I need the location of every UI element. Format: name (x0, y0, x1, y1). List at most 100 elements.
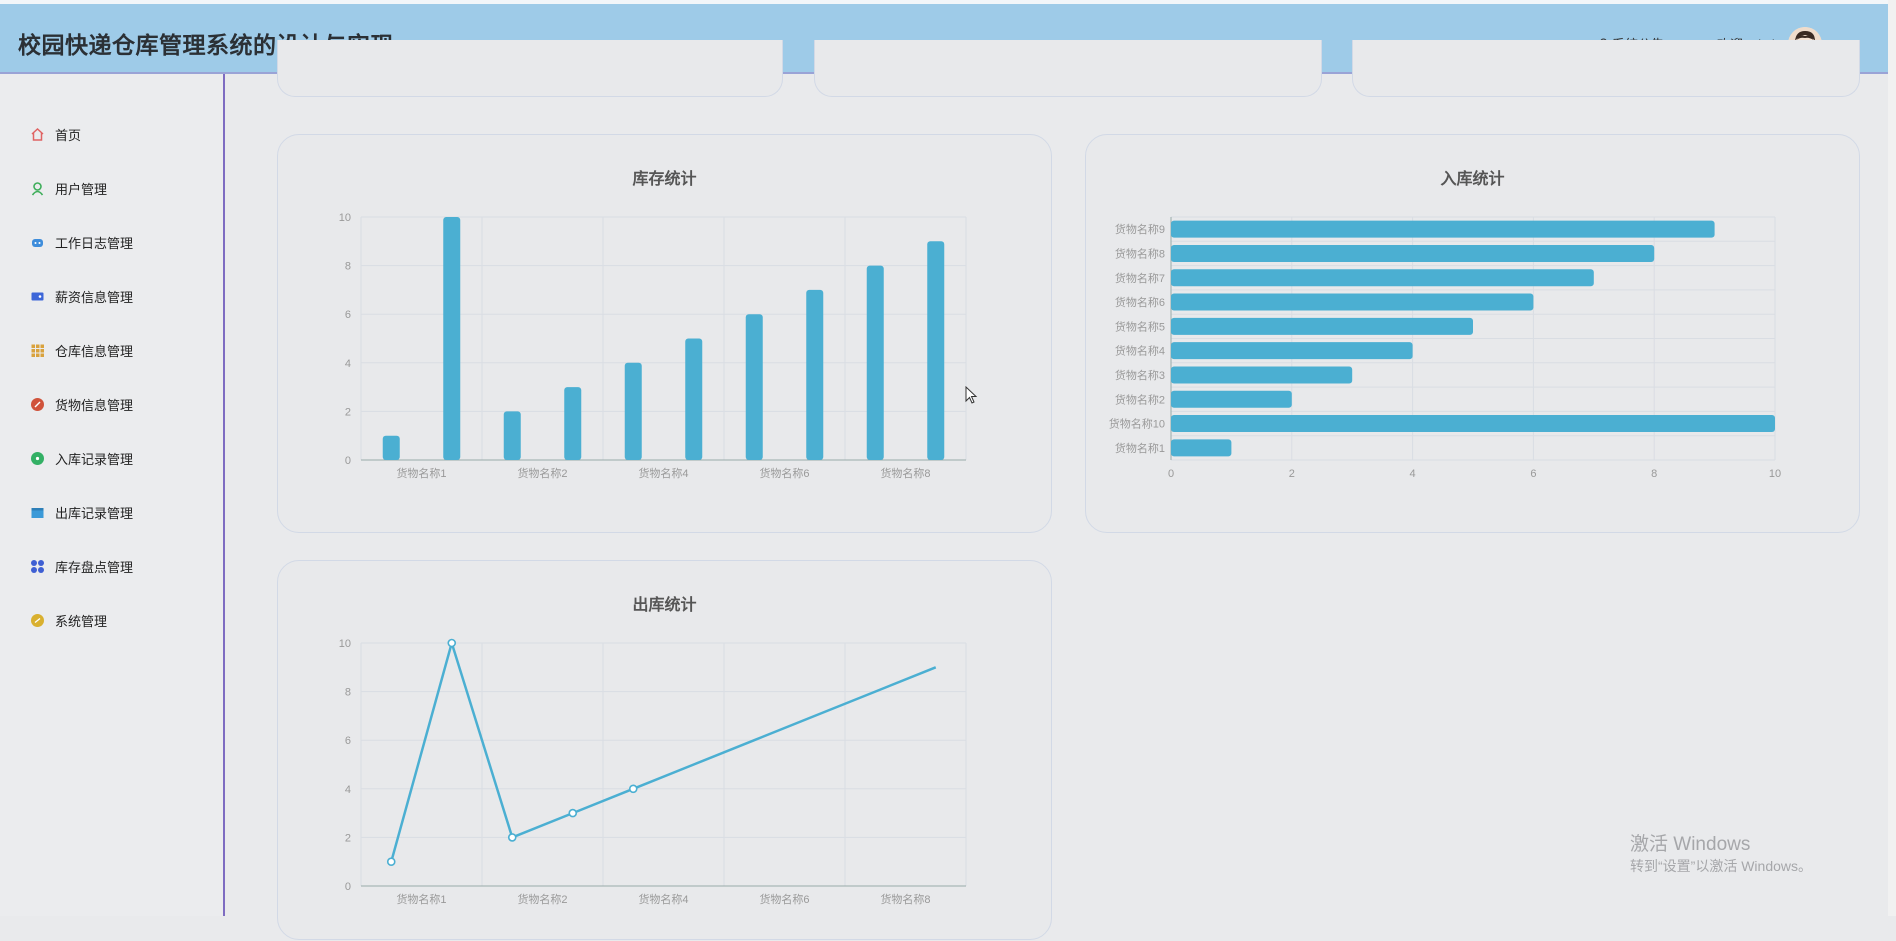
windows-activation-title: 激活 Windows (1630, 834, 1751, 855)
compass-icon (30, 397, 45, 412)
outbound-line-chart: 0 2 4 6 8 10 货物名称1 货物名称2 货物名称4 货物名称6 货物名称8 (339, 638, 967, 906)
y-tick-label: 6 (345, 309, 351, 321)
bar (1171, 342, 1413, 360)
bar (1171, 439, 1232, 457)
y-tick-label: 货物名称7 (1115, 271, 1165, 285)
page-scrollbar[interactable] (1888, 0, 1896, 916)
sidebar-item-worklog[interactable]: 工作日志管理 (30, 233, 133, 252)
y-tick-label: 货物名称5 (1115, 319, 1165, 333)
x-tick-label: 货物名称6 (759, 892, 809, 906)
inbound-chart-title: 入库统计 (1440, 171, 1505, 188)
data-point (507, 833, 517, 842)
sidebar-item-user[interactable]: 用户管理 (30, 179, 107, 198)
inbound-chart-card: 入库统计 0 2 4 6 8 10 货物名称1 货物名称10 货物名称2 货物名称3 货物名称4 货物… (1085, 134, 1860, 533)
y-tick-label: 4 (345, 358, 351, 370)
user-icon (30, 181, 45, 196)
bar (1171, 220, 1715, 238)
y-tick-label: 货物名称9 (1115, 222, 1165, 236)
x-tick-label: 货物名称8 (880, 466, 930, 480)
windows-activation-subtitle: 转到“设置”以激活 Windows。 (1630, 858, 1813, 874)
sidebar-item-inventory[interactable]: 库存盘点管理 (30, 557, 133, 576)
y-tick-label: 10 (339, 212, 351, 224)
sidebar-item-label: 系统管理 (55, 614, 108, 629)
y-tick-label: 货物名称8 (1115, 246, 1165, 260)
data-point (628, 784, 638, 794)
summary-card-2 (814, 40, 1322, 97)
sidebar: 首页 用户管理 工作日志管理 薪资信息管理 仓库信息管理 货物信息管理 入库记录… (0, 74, 225, 916)
stock-bar-chart: 0 2 4 6 8 10 货物名称1 货物名称2 货物名称4 货物名称6 货物名称8 (339, 212, 967, 480)
x-tick-label: 8 (1651, 468, 1657, 480)
bar (1171, 415, 1775, 433)
x-tick-label: 货物名称8 (880, 892, 930, 906)
series-line (390, 638, 937, 863)
bar (927, 241, 945, 460)
bar (1171, 293, 1534, 311)
sidebar-item-label: 仓库信息管理 (55, 344, 134, 359)
robot-icon (30, 235, 45, 250)
x-tick-label: 货物名称2 (517, 466, 567, 480)
y-tick-label: 0 (345, 881, 351, 893)
sidebar-item-label: 用户管理 (55, 182, 108, 197)
data-point (568, 808, 578, 818)
x-tick-label: 0 (1168, 468, 1174, 480)
summary-card-1 (277, 40, 783, 97)
grid-icon (30, 343, 45, 358)
y-tick-label: 货物名称3 (1115, 368, 1165, 382)
bar (564, 387, 582, 460)
mouse-cursor-icon (965, 386, 978, 404)
data-point (386, 857, 396, 867)
sidebar-item-system[interactable]: 系统管理 (30, 611, 107, 630)
y-tick-label: 2 (345, 406, 351, 418)
stock-chart-card: 库存统计 0 2 4 6 8 10 货物名称1 货物名称2 货物名称4 货物名称6 货物名称8 (277, 134, 1052, 533)
y-tick-label: 0 (345, 455, 351, 467)
x-tick-label: 货物名称2 (517, 892, 567, 906)
sidebar-item-label: 工作日志管理 (55, 236, 134, 251)
x-tick-label: 10 (1769, 468, 1781, 480)
bar (443, 217, 461, 460)
sidebar-item-label: 出库记录管理 (55, 506, 134, 521)
y-tick-label: 2 (345, 832, 351, 844)
inbound-bar-chart: 0 2 4 6 8 10 货物名称1 货物名称10 货物名称2 货物名称3 货物名称4 货物名称5 货物… (1109, 216, 1781, 480)
y-tick-label: 货物名称6 (1115, 295, 1165, 309)
x-tick-label: 货物名称6 (759, 466, 809, 480)
sidebar-item-label: 库存盘点管理 (55, 560, 134, 575)
bar (382, 435, 400, 460)
data-point (447, 638, 457, 648)
x-tick-label: 6 (1530, 468, 1536, 480)
bar (806, 289, 824, 460)
sidebar-item-label: 首页 (55, 128, 82, 143)
sidebar-item-label: 入库记录管理 (55, 452, 134, 467)
sidebar-item-outbound[interactable]: 出库记录管理 (30, 503, 133, 522)
home-icon (30, 127, 45, 142)
wallet-icon (30, 289, 45, 304)
y-tick-label: 货物名称1 (1115, 441, 1165, 455)
sidebar-item-label: 薪资信息管理 (55, 290, 134, 305)
sidebar-item-warehouse[interactable]: 仓库信息管理 (30, 341, 133, 360)
box-icon (30, 505, 45, 520)
x-tick-label: 4 (1410, 468, 1416, 480)
sidebar-item-goods[interactable]: 货物信息管理 (30, 395, 133, 414)
bar (745, 314, 763, 460)
x-tick-label: 货物名称4 (638, 466, 688, 480)
x-tick-label: 货物名称1 (396, 892, 446, 906)
settings-icon (30, 613, 45, 628)
dots-icon (30, 559, 45, 574)
bar (685, 338, 703, 460)
bar (624, 362, 642, 460)
bar (1171, 244, 1655, 262)
y-tick-label: 6 (345, 735, 351, 747)
y-tick-label: 8 (345, 261, 351, 273)
sidebar-item-inbound[interactable]: 入库记录管理 (30, 449, 133, 468)
outbound-chart-card: 出库统计 0 2 4 6 8 10 货物名称1 货物名称2 货物名称4 货物名称6 货物名称8 (277, 560, 1052, 940)
summary-card-3 (1352, 40, 1860, 97)
sidebar-item-salary[interactable]: 薪资信息管理 (30, 287, 133, 306)
bar (1171, 366, 1353, 384)
y-tick-label: 8 (345, 687, 351, 699)
bar (1171, 317, 1473, 335)
stock-chart-title: 库存统计 (632, 171, 697, 188)
bar (866, 265, 884, 460)
y-tick-label: 10 (339, 638, 351, 650)
outbound-chart-title: 出库统计 (632, 597, 697, 614)
y-tick-label: 货物名称4 (1115, 344, 1165, 358)
sidebar-item-home[interactable]: 首页 (30, 125, 81, 144)
